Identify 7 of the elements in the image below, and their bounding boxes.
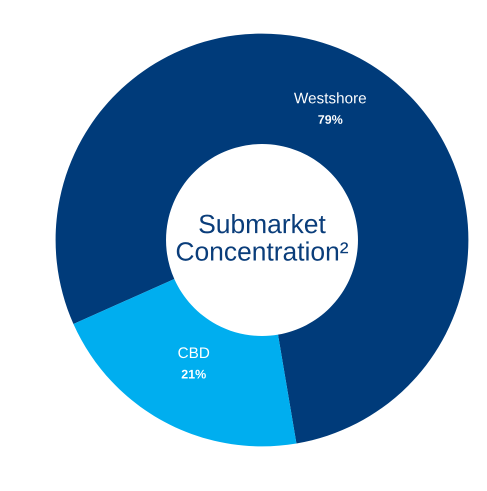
text: Submarket Concentration² (176, 214, 348, 261)
donut-slice (73, 279, 296, 446)
data-label: 21% (182, 370, 206, 379)
data-label: 79% (318, 115, 342, 124)
slice-label: Westshore (294, 92, 366, 104)
donut-slice (56, 34, 468, 444)
slice-label: CBD (178, 347, 210, 358)
